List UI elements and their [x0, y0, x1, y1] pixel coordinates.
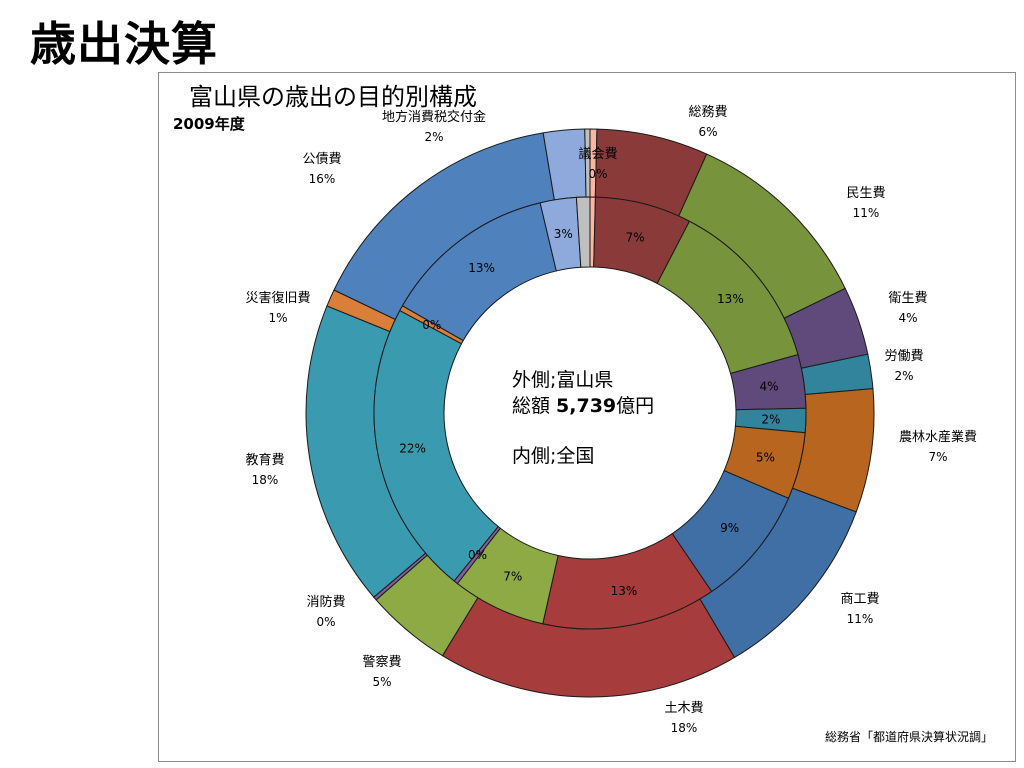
inner-label-6: 9% — [720, 521, 739, 535]
inner-label-10: 22% — [399, 442, 426, 456]
inner-label-12: 13% — [468, 261, 495, 275]
center-line-1: 外側;富山県 — [512, 369, 613, 391]
slide-title: 歳出決算 — [30, 17, 218, 71]
center-total-suffix: 億円 — [616, 395, 654, 417]
outer-label-name-5: 農林水産業費 — [899, 429, 977, 445]
chart-subtitle: 2009年度 — [173, 115, 245, 133]
inner-label-1: 7% — [626, 231, 645, 245]
outer-label-pct-10: 18% — [252, 473, 279, 487]
outer-label-pct-13: 2% — [424, 130, 443, 144]
outer-label-name-9: 消防費 — [306, 594, 345, 610]
outer-label-pct-2: 11% — [853, 206, 880, 220]
outer-label-pct-8: 5% — [372, 675, 391, 689]
outer-label-name-12: 公債費 — [302, 152, 341, 167]
inner-label-2: 13% — [717, 292, 744, 306]
inner-label-11: 0% — [422, 318, 441, 332]
outer-slice-14 — [584, 128, 591, 198]
outer-label-pct-0: 0% — [588, 167, 607, 181]
inner-labels: 7% 13% 4% 2% 5% 9% 13% 7% 0% 22% 0% 13% 3% — [399, 227, 780, 598]
outer-label-pct-12: 16% — [309, 172, 336, 186]
outer-label-pct-1: 6% — [698, 125, 717, 139]
inner-label-9: 0% — [468, 548, 487, 562]
outer-label-name-4: 労働費 — [884, 349, 923, 364]
outer-label-name-0: 議会費 — [578, 147, 617, 162]
inner-label-8: 7% — [503, 570, 522, 584]
outer-label-pct-9: 0% — [316, 615, 335, 629]
inner-label-4: 2% — [761, 412, 780, 426]
inner-label-5: 5% — [756, 451, 775, 465]
outer-label-name-6: 商工費 — [840, 592, 879, 607]
chart-title: 富山県の歳出の目的別構成 — [189, 83, 477, 111]
source-note: 総務省「都道府県決算状況調」 — [824, 730, 993, 744]
outer-label-pct-6: 11% — [847, 612, 874, 626]
outer-label-name-2: 民生費 — [846, 186, 885, 201]
outer-label-pct-3: 4% — [898, 311, 917, 325]
center-total-value: 5,739 — [556, 395, 616, 417]
center-text: 外側;富山県 総額 5,739億円 内側;全国 — [512, 369, 654, 467]
inner-slice-14 — [575, 196, 591, 268]
outer-labels: 議会費 0% 総務費 6% 民生費 11% 衛生費 4% 労働費 2% 農林水産業費 7% 商工費 11%… — [245, 105, 977, 735]
outer-label-pct-4: 2% — [894, 369, 913, 383]
outer-label-name-1: 総務費 — [688, 105, 727, 120]
outer-label-name-11: 災害復旧費 — [245, 290, 310, 306]
center-line-3: 内側;全国 — [512, 445, 594, 467]
inner-label-3: 4% — [759, 379, 778, 393]
inner-label-7: 13% — [611, 584, 638, 598]
outer-label-pct-11: 1% — [268, 311, 287, 325]
center-total-prefix: 総額 — [512, 395, 556, 417]
outer-label-pct-5: 7% — [928, 450, 947, 464]
outer-label-name-10: 教育費 — [245, 452, 284, 468]
outer-label-name-3: 衛生費 — [888, 291, 927, 306]
center-line-2: 総額 5,739億円 — [512, 395, 654, 417]
outer-label-name-8: 警察費 — [362, 654, 401, 670]
outer-label-name-7: 土木費 — [664, 701, 703, 716]
inner-label-13: 3% — [554, 227, 573, 241]
outer-label-name-13: 地方消費税交付金 — [382, 109, 486, 125]
inner-ring — [373, 196, 807, 630]
outer-ring — [305, 128, 875, 698]
outer-label-pct-7: 18% — [671, 721, 698, 735]
